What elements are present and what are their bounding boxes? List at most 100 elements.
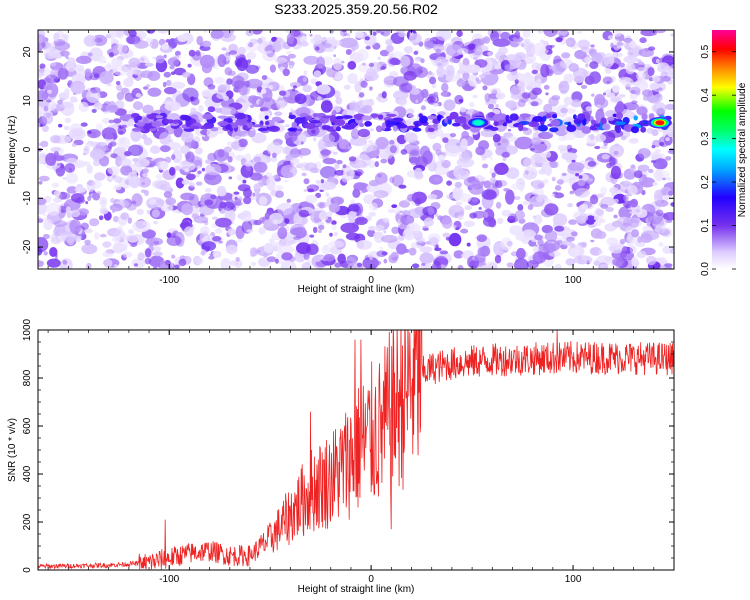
heatmap-cell	[50, 62, 57, 67]
heatmap-cell	[263, 252, 268, 258]
heatmap-cell	[137, 252, 145, 261]
heatmap-cell	[443, 99, 456, 111]
heatmap-cell	[629, 40, 637, 49]
heatmap-cell	[531, 69, 538, 75]
heatmap-cell	[229, 260, 239, 267]
heatmap-cell	[120, 138, 126, 145]
heatmap-cell	[621, 77, 634, 87]
heatmap-cell	[628, 86, 641, 95]
heatmap-cell	[437, 215, 443, 221]
heatmap-cell	[63, 125, 70, 131]
heatmap-cell	[290, 108, 294, 112]
heatmap-cell	[441, 217, 453, 229]
heatmap-cell	[364, 121, 373, 127]
heatmap-cell	[497, 142, 502, 146]
heatmap-cell	[240, 210, 252, 222]
heatmap-cell	[246, 229, 254, 233]
heatmap-cell	[210, 194, 217, 200]
x-tick-label: 100	[565, 574, 582, 585]
heatmap-cell	[246, 78, 263, 89]
heatmap-cell	[495, 180, 503, 189]
heatmap-cell	[497, 217, 504, 225]
heatmap-cell	[631, 229, 640, 238]
heatmap-cell	[122, 124, 127, 128]
heatmap-cell	[628, 137, 639, 144]
heatmap-cell	[127, 118, 135, 127]
heatmap-cell	[479, 68, 488, 73]
heatmap-cell	[408, 150, 421, 166]
heatmap-cell	[420, 105, 426, 111]
heatmap-cell	[393, 90, 409, 100]
heatmap-cell	[246, 51, 257, 60]
heatmap-cell	[359, 77, 364, 82]
heatmap-cell	[400, 215, 415, 225]
heatmap-cell	[427, 194, 438, 200]
heatmap-cell	[412, 263, 420, 269]
heatmap-cell	[362, 256, 379, 269]
heatmap-cell	[513, 196, 521, 200]
heatmap-cell	[110, 153, 118, 159]
heatmap-cell	[64, 117, 72, 123]
heatmap-cell	[165, 197, 177, 206]
heatmap-cell	[263, 219, 274, 228]
heatmap-cell	[524, 58, 534, 64]
heatmap-cell	[540, 141, 545, 144]
heatmap-cell	[271, 189, 277, 196]
heatmap-cell	[43, 105, 49, 112]
heatmap-cell	[618, 62, 625, 68]
heatmap-cell	[127, 217, 132, 224]
heatmap-cell	[169, 65, 175, 70]
heatmap-cell	[262, 50, 277, 62]
heatmap-cell	[664, 263, 673, 268]
heatmap-cell	[272, 152, 277, 158]
heatmap-cell	[303, 55, 320, 65]
heatmap-cell	[571, 159, 576, 163]
heatmap-cell	[495, 104, 499, 108]
heatmap-cell	[46, 99, 52, 103]
heatmap-cell	[652, 75, 661, 83]
heatmap-cell	[610, 42, 614, 48]
heatmap-cell	[529, 147, 536, 151]
heatmap-cell	[148, 44, 153, 47]
heatmap-cell	[514, 79, 519, 85]
heatmap-cell	[414, 122, 419, 129]
heatmap-cell	[196, 35, 204, 46]
heatmap-cell	[132, 220, 151, 233]
heatmap-cell	[607, 35, 614, 40]
heatmap-cell	[257, 38, 263, 44]
heatmap-cell	[289, 81, 302, 88]
heatmap-cell	[224, 67, 233, 76]
heatmap-cell	[288, 65, 294, 69]
heatmap-cell	[89, 148, 105, 160]
heatmap-cell	[352, 188, 361, 198]
heatmap-cell	[147, 87, 162, 97]
heatmap-cell	[506, 262, 514, 268]
heatmap-cell	[614, 143, 620, 147]
heatmap-cell	[51, 182, 59, 188]
heatmap-cell	[177, 34, 189, 42]
heatmap-cell	[302, 76, 308, 83]
heatmap-cell	[551, 176, 556, 182]
heatmap-cell	[375, 136, 389, 150]
heatmap-cell	[347, 60, 357, 70]
heatmap-cell	[635, 105, 640, 110]
heatmap-cell	[46, 202, 62, 216]
x-tick-label: 100	[565, 275, 582, 286]
heatmap-cell	[565, 37, 576, 48]
heatmap-cell	[343, 125, 355, 130]
heatmap-cell	[383, 258, 388, 264]
heatmap-cell	[372, 260, 382, 266]
heatmap-cell	[212, 216, 219, 220]
heatmap-cell	[204, 188, 212, 193]
heatmap-cell	[503, 188, 510, 192]
heatmap-cell	[38, 181, 43, 185]
heatmap-cell	[83, 35, 98, 47]
heatmap-cell	[362, 105, 373, 114]
heatmap-cell	[435, 56, 448, 68]
heatmap-cell	[368, 139, 373, 144]
heatmap-cell	[167, 57, 180, 67]
heatmap-cell	[461, 130, 470, 140]
heatmap-cell	[561, 152, 578, 161]
heatmap-cell	[42, 125, 49, 133]
y-tick-label: 400	[22, 465, 33, 482]
